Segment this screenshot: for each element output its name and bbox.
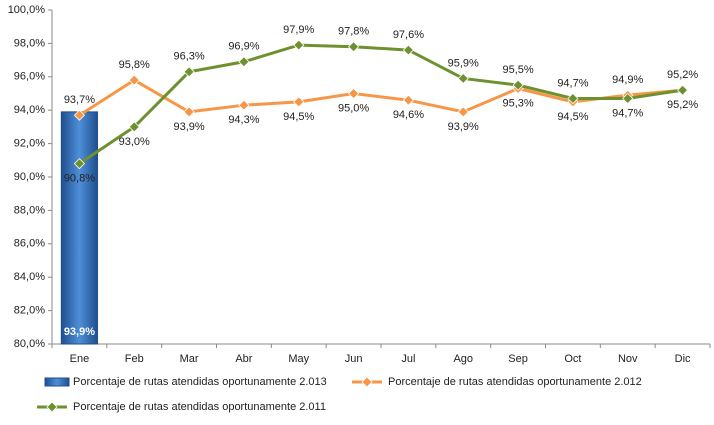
marker (677, 84, 689, 96)
value-label: 96,3% (173, 51, 204, 63)
value-label: 95,5% (502, 64, 533, 76)
y-tick-label: 86,0% (14, 238, 45, 250)
x-tick-label: Ene (70, 353, 90, 365)
value-label: 94,9% (612, 74, 643, 86)
y-tick-label: 98,0% (14, 37, 45, 49)
value-label: 94,7% (557, 77, 588, 89)
line (78, 78, 683, 117)
marker (348, 87, 360, 100)
marker (238, 99, 250, 111)
marker (457, 72, 469, 85)
x-tick-label: Abr (235, 353, 252, 365)
y-tick-label: 94,0% (14, 104, 45, 116)
y-tick-label: 88,0% (14, 204, 45, 216)
x-tick-label: Jun (345, 353, 363, 365)
value-label: 94,5% (557, 111, 588, 123)
y-tick-label: 82,0% (14, 305, 45, 317)
value-label: 94,7% (612, 107, 643, 119)
marker (348, 41, 360, 53)
marker (293, 96, 305, 108)
marker (512, 79, 524, 91)
marker (622, 92, 634, 105)
value-label: 95,2% (667, 69, 698, 81)
value-label: 94,5% (283, 111, 314, 123)
x-tick-label: Feb (125, 353, 144, 365)
marker (73, 158, 85, 170)
value-label: 94,3% (228, 114, 259, 126)
y-tick-label: 96,0% (14, 71, 45, 83)
legend-swatch (44, 377, 70, 387)
value-label: 95,8% (119, 59, 150, 71)
value-label: 95,0% (338, 102, 369, 114)
x-tick-label: Ago (453, 353, 473, 365)
legend-marker (361, 376, 373, 388)
value-label: 90,8% (64, 173, 95, 185)
x-tick-label: Dic (675, 353, 691, 365)
bar-value-label: 93,9% (64, 326, 95, 338)
value-label: 93,0% (119, 136, 150, 148)
y-tick-label: 90,0% (14, 171, 45, 183)
y-tick-label: 80,0% (14, 338, 45, 350)
marker (402, 94, 414, 106)
y-tick-label: 84,0% (14, 271, 45, 283)
x-tick-label: Mar (180, 353, 199, 365)
x-tick-label: Oct (564, 353, 581, 365)
marker (183, 66, 195, 78)
bar (60, 111, 99, 345)
marker (128, 121, 140, 133)
value-label: 93,7% (64, 94, 95, 106)
value-label: 97,6% (393, 29, 424, 41)
x-tick-label: May (288, 353, 309, 365)
x-tick-label: Nov (618, 353, 638, 365)
value-label: 95,2% (667, 99, 698, 111)
marker (73, 109, 85, 121)
marker (128, 74, 140, 86)
value-label: 95,9% (448, 57, 479, 69)
marker (567, 92, 579, 105)
legend-label: Porcentaje de rutas atendidas oportuname… (388, 376, 642, 388)
x-tick-label: Sep (508, 353, 528, 365)
value-label: 95,3% (502, 97, 533, 109)
value-label: 96,9% (228, 41, 259, 53)
value-label: 93,9% (173, 121, 204, 133)
value-label: 94,6% (393, 109, 424, 121)
legend-marker (46, 401, 58, 413)
legend-label: Porcentaje de rutas atendidas oportuname… (73, 376, 327, 388)
marker (293, 39, 305, 51)
x-tick-label: Jul (401, 353, 415, 365)
marker (183, 106, 195, 118)
value-label: 97,9% (283, 24, 314, 36)
line (78, 43, 683, 165)
value-label: 97,8% (338, 26, 369, 38)
y-tick-label: 100,0% (8, 4, 46, 16)
legend-label: Porcentaje de rutas atendidas oportuname… (73, 401, 326, 413)
marker (238, 56, 250, 68)
marker (402, 44, 414, 56)
marker (457, 106, 469, 118)
value-label: 93,9% (448, 121, 479, 133)
y-tick-label: 92,0% (14, 138, 45, 150)
